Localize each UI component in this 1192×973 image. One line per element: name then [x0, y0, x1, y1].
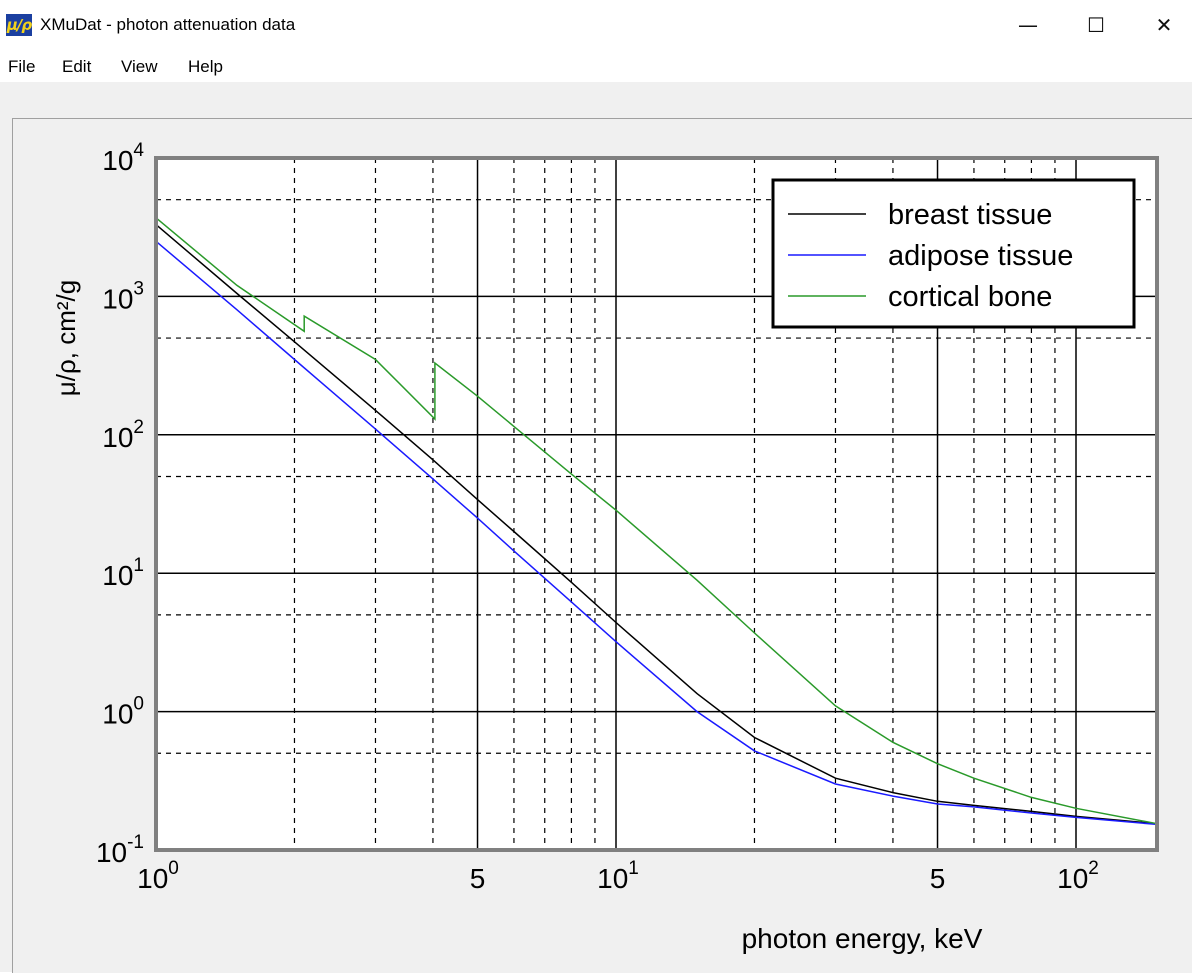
legend-label: breast tissue: [888, 199, 1052, 231]
series-line-breast-tissue: [155, 224, 1158, 825]
y-tick-label: 101: [102, 555, 144, 591]
window-title: XMuDat - photon attenuation data: [40, 15, 296, 34]
menu-bar: File Edit View Help: [0, 50, 1192, 82]
maximize-button[interactable]: ☐: [1087, 13, 1105, 37]
menu-view[interactable]: View: [121, 57, 158, 76]
y-tick-labels: 104 103 102 101 100 10-1: [96, 140, 144, 868]
app-icon[interactable]: μ/ρ: [6, 14, 32, 36]
close-button[interactable]: ✕: [1155, 13, 1173, 37]
series-line-adipose-tissue: [155, 240, 1158, 826]
y-tick-label: 100: [102, 694, 144, 730]
title-bar: μ/ρ XMuDat - photon attenuation data — ☐…: [0, 0, 1192, 50]
menu-file[interactable]: File: [8, 57, 36, 76]
x-axis-label: photon energy, keV: [742, 923, 983, 954]
x-tick-label: 102: [1057, 858, 1099, 894]
y-tick-label: 10-1: [96, 832, 144, 868]
menu-help[interactable]: Help: [188, 57, 223, 76]
x-tick-label: 100: [137, 858, 179, 894]
x-tick-label: 5: [930, 863, 946, 894]
menu-edit[interactable]: Edit: [62, 57, 92, 76]
grid: [156, 158, 1157, 850]
plot-border: [154, 156, 1159, 852]
x-tick-label: 5: [470, 863, 486, 894]
y-tick-label: 104: [102, 140, 144, 176]
minimize-button[interactable]: —: [1018, 13, 1038, 37]
legend-label: adipose tissue: [888, 240, 1073, 272]
series-line-cortical-bone: [155, 217, 1158, 825]
y-axis-label: μ/ρ, cm²/g: [51, 280, 81, 396]
y-tick-label: 102: [102, 417, 144, 453]
y-tick-label: 103: [102, 278, 144, 314]
legend-label: cortical bone: [888, 281, 1052, 313]
x-tick-label: 101: [597, 858, 639, 894]
legend: breast tissue adipose tissue cortical bone: [771, 178, 1136, 329]
legend-box: [771, 178, 1136, 329]
curves: [155, 217, 1158, 826]
x-tick-labels: 100 5 101 5 102: [137, 858, 1099, 894]
